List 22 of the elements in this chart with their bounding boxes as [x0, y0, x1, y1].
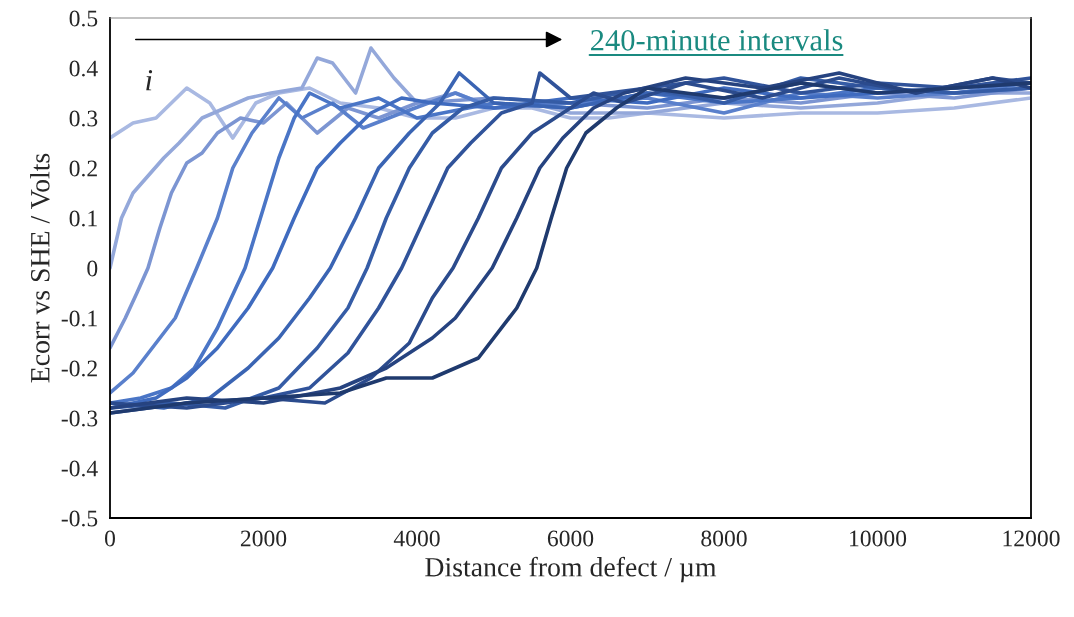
y-tick-label: 0.5 — [69, 10, 98, 27]
y-tick-label: 0.3 — [69, 110, 98, 127]
x-tick-label: 8000 — [701, 530, 747, 547]
x-axis-title: Distance from defect / µm — [425, 556, 717, 583]
y-tick-label: 0.1 — [69, 210, 97, 227]
y-axis-title: Ecorr vs SHE / Volts — [30, 153, 50, 383]
annotation: i — [146, 70, 153, 91]
y-tick-label: 0 — [87, 260, 98, 277]
x-tick-label: 2000 — [240, 530, 287, 547]
y-tick-label: -0.5 — [61, 510, 98, 527]
x-tick-label: 10000 — [850, 530, 907, 547]
x-tick-label: 0 — [105, 530, 115, 547]
x-tick-label: 6000 — [547, 530, 594, 547]
x-tick-label: 4000 — [393, 530, 440, 547]
y-tick-label: -0.2 — [61, 360, 97, 377]
y-tick-label: -0.3 — [61, 410, 98, 427]
x-tick-label: 12000 — [1003, 530, 1060, 547]
annotation: 240-minute intervals — [591, 29, 843, 51]
y-tick-label: 0.2 — [69, 160, 97, 177]
y-tick-label: -0.1 — [61, 310, 97, 327]
y-tick-label: 0.4 — [69, 60, 98, 77]
y-tick-label: -0.4 — [61, 460, 98, 477]
